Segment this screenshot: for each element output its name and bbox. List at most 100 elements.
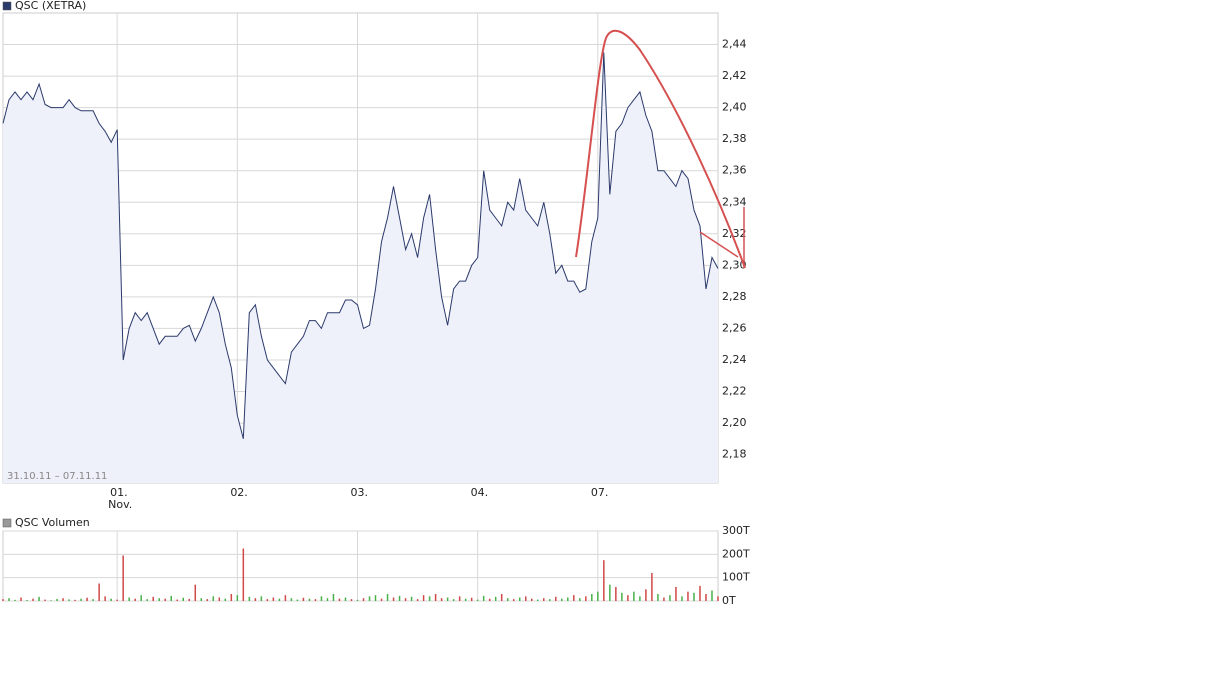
volume-bar (512, 599, 515, 601)
volume-bar (140, 595, 142, 601)
x-tick-label: 01. (110, 486, 128, 499)
y-tick-label: 300T (722, 524, 750, 537)
area-fill (3, 52, 718, 484)
volume-bar (56, 598, 58, 601)
volume-bar (627, 595, 629, 601)
volume-bar (80, 598, 82, 601)
volume-bar (308, 598, 311, 601)
volume-bar (615, 587, 617, 601)
y-tick-label: 2,22 (722, 385, 747, 398)
volume-bar (434, 594, 437, 601)
volume-bar (681, 596, 683, 601)
volume-bar (164, 598, 166, 601)
volume-bar (206, 599, 209, 601)
volume-bar (98, 583, 100, 601)
volume-bar (134, 598, 136, 601)
volume-bar (254, 598, 257, 601)
volume-bar (182, 597, 185, 601)
volume-bar (152, 596, 154, 601)
volume-bar (549, 599, 551, 601)
volume-bar (585, 596, 587, 601)
volume-bar (38, 596, 40, 601)
y-tick-label: 2,32 (722, 227, 747, 240)
volume-bar (302, 597, 305, 601)
volume-bar (242, 548, 245, 601)
volume-bar (597, 591, 599, 601)
volume-bar (518, 597, 521, 601)
volume-bar (470, 597, 473, 601)
volume-bar (284, 595, 287, 601)
x-tick-label: 04. (471, 486, 489, 499)
volume-bar (669, 595, 671, 601)
volume-bar (494, 596, 497, 601)
volume-bar (452, 599, 455, 601)
volume-bar (326, 598, 329, 601)
volume-bar (14, 599, 16, 601)
volume-bar (567, 597, 569, 601)
annotation-arc (575, 29, 746, 269)
volume-bar (446, 597, 449, 601)
annotation-line (699, 231, 739, 258)
volume-bar (50, 600, 52, 601)
volume-bar (603, 560, 605, 601)
volume-bar (200, 598, 203, 601)
volume-bar (488, 598, 491, 601)
volume-bar (705, 594, 707, 601)
volume-bar (506, 598, 509, 601)
y-tick-label: 0T (722, 594, 736, 607)
x-tick-label: 02. (230, 486, 248, 499)
volume-bar (386, 594, 389, 601)
volume-bar (68, 599, 70, 601)
volume-bar (296, 599, 299, 601)
volume-bar (591, 594, 593, 601)
volume-bar (8, 598, 10, 601)
volume-bar (482, 595, 485, 601)
volume-bar (332, 594, 335, 601)
volume-bar (344, 597, 347, 601)
y-tick-label: 2,42 (722, 69, 747, 82)
x-month-label: Nov. (108, 498, 132, 511)
volume-bar (458, 596, 461, 601)
volume-bar (314, 599, 317, 601)
y-tick-label: 100T (722, 571, 750, 584)
volume-bar (711, 590, 713, 601)
y-tick-label: 2,30 (722, 258, 747, 271)
volume-bar (272, 597, 275, 601)
y-tick-label: 2,20 (722, 416, 747, 429)
panel-title: QSC Volumen (15, 516, 90, 529)
volume-bar (464, 598, 467, 601)
volume-bar (104, 596, 106, 601)
volume-bar (657, 594, 659, 601)
volume-bar (633, 591, 635, 601)
volume-bar (621, 592, 623, 601)
volume-bar (609, 584, 611, 601)
volume-bar (230, 594, 233, 601)
volume-bar (176, 599, 178, 601)
y-tick-label: 2,40 (722, 101, 747, 114)
volume-bar (224, 598, 227, 601)
volume-bar (248, 596, 251, 601)
volume-bar (380, 598, 383, 601)
volume-bar (675, 587, 677, 601)
volume-bar (639, 596, 641, 601)
volume-bar (717, 596, 719, 601)
price-line (2, 52, 719, 439)
volume-bar (74, 599, 76, 601)
y-tick-label: 2,38 (722, 132, 747, 145)
volume-bar (693, 592, 695, 601)
y-tick-label: 2,36 (722, 164, 747, 177)
volume-bar (428, 596, 431, 601)
y-tick-label: 2,26 (722, 321, 747, 334)
volume-bar (170, 595, 172, 601)
volume-bar (579, 598, 581, 601)
volume-bar (260, 596, 263, 601)
y-tick-label: 2,28 (722, 290, 747, 303)
volume-bar (128, 597, 130, 601)
volume-bar (645, 589, 647, 601)
volume-bar (687, 591, 689, 601)
volume-bar (320, 596, 323, 601)
x-tick-label: 07. (591, 486, 609, 499)
volume-bar (561, 598, 563, 601)
volume-bar (356, 599, 359, 601)
volume-bar (188, 598, 191, 601)
